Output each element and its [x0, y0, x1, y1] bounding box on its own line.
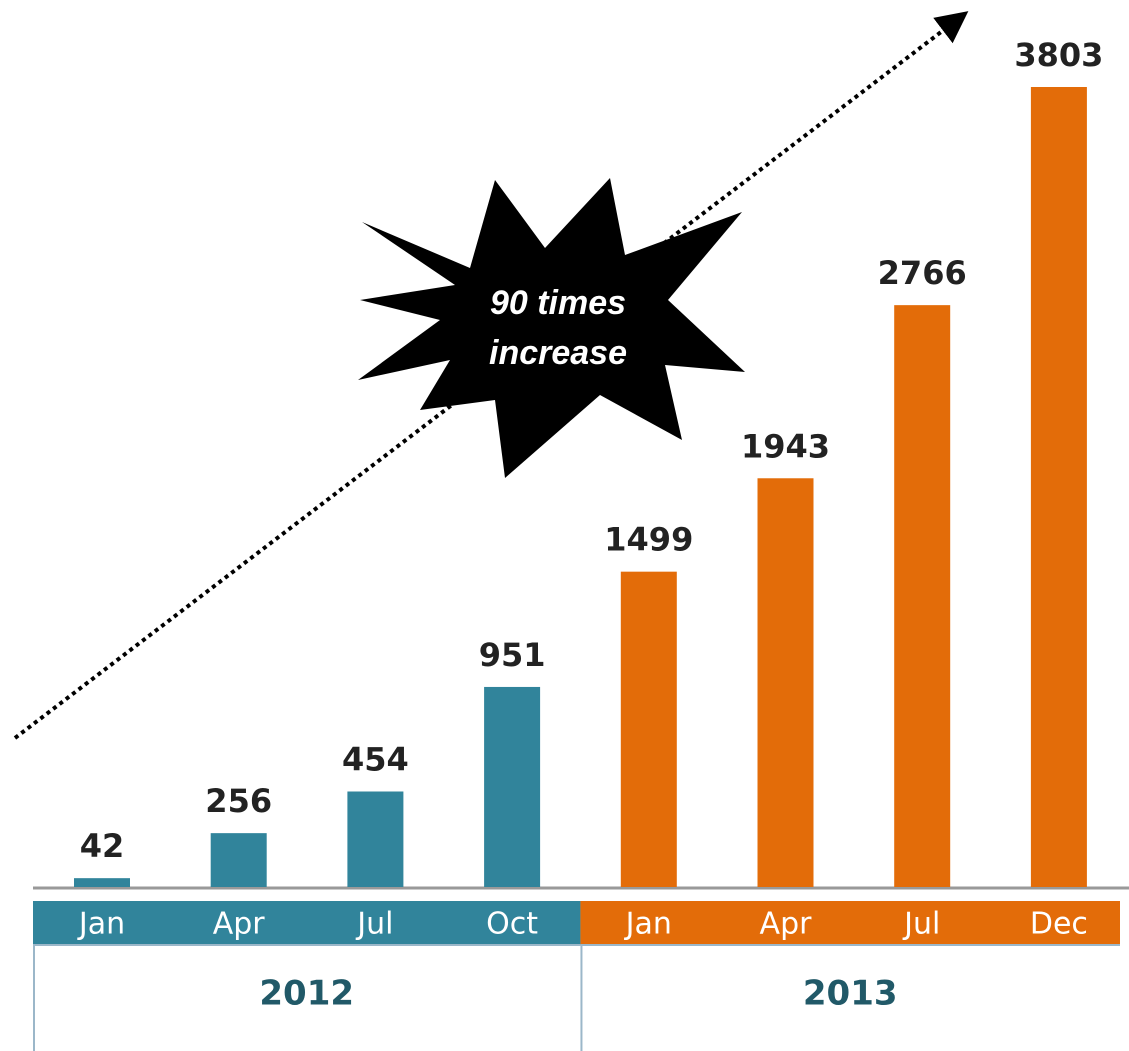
x-tick-label: Jan	[77, 907, 125, 942]
bar	[757, 478, 814, 887]
x-tick-label: Jan	[624, 907, 672, 942]
bar	[74, 878, 130, 887]
x-tick-label: Apr	[760, 907, 813, 942]
bar	[484, 686, 541, 887]
value-label: 454	[342, 740, 409, 778]
x-tick-label: Oct	[486, 907, 538, 942]
x-tick-label: Jul	[355, 907, 393, 942]
value-label: 1943	[741, 427, 830, 465]
value-label: 2766	[878, 254, 967, 292]
year-label: 2013	[803, 974, 898, 1014]
value-label: 3803	[1014, 36, 1103, 74]
bar	[1030, 87, 1087, 887]
value-label: 951	[479, 636, 546, 674]
bar	[894, 305, 951, 888]
bar	[210, 833, 267, 887]
category-band	[580, 901, 1120, 945]
value-label: 256	[205, 782, 272, 820]
x-tick-label: Apr	[213, 907, 266, 942]
value-label: 42	[80, 827, 125, 865]
bar	[620, 571, 677, 887]
year-label: 2012	[259, 974, 354, 1014]
value-label: 1499	[604, 521, 693, 559]
x-tick-label: Dec	[1030, 907, 1088, 942]
annotation: 90 times	[490, 284, 626, 322]
bar	[347, 791, 404, 887]
x-tick-label: Jul	[902, 907, 940, 942]
category-band	[33, 901, 581, 945]
annotation: increase	[489, 334, 627, 372]
starburst	[358, 178, 745, 478]
